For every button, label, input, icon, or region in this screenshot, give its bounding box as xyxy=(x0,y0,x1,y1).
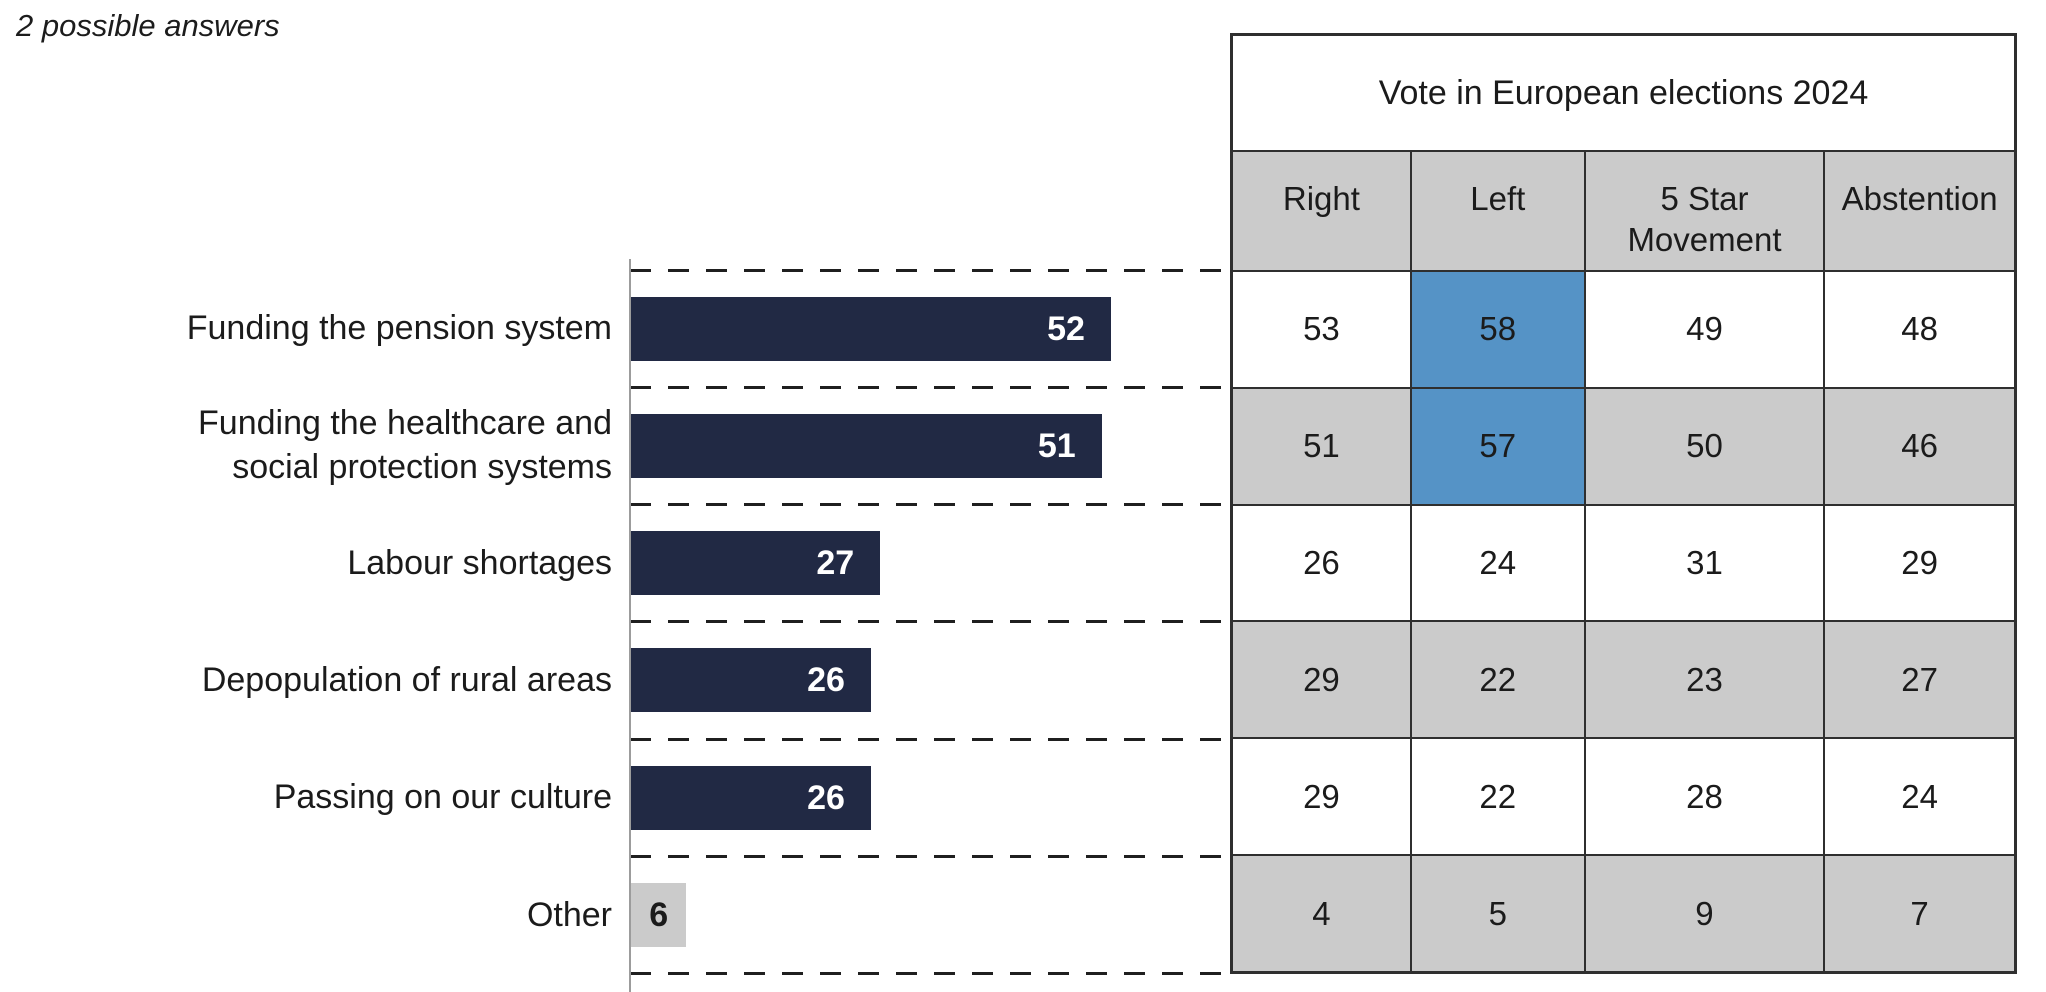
table-cell: 27 xyxy=(1825,622,2014,738)
table-cell: 31 xyxy=(1585,505,1826,621)
table-cell: 22 xyxy=(1411,739,1586,855)
table-cell: 51 xyxy=(1233,388,1412,504)
table-header-row: Right Left 5 Star Movement Abstention xyxy=(1233,152,2014,272)
table-header-text: Abstention xyxy=(1841,180,1998,217)
category-band: Other 6 xyxy=(0,857,1230,974)
dashed-gridline xyxy=(630,620,1231,624)
bar-chart: Funding the pension system 52 Funding the … xyxy=(0,270,1230,974)
table-cell: 46 xyxy=(1825,388,2014,504)
table-body: 53 58 49 48 51 57 50 46 26 24 31 29 29 22 23 27 29 22 28 24… xyxy=(1233,272,2014,971)
table-cell: 29 xyxy=(1233,622,1412,738)
table-cell: 29 xyxy=(1825,505,2014,621)
category-label: Other xyxy=(0,857,612,974)
table-row: 26 24 31 29 xyxy=(1233,505,2014,623)
table-cell: 22 xyxy=(1411,622,1586,738)
table-row: 53 58 49 48 xyxy=(1233,272,2014,389)
category-band: Funding the pension system 52 xyxy=(0,270,1230,387)
bar: 51 xyxy=(631,413,1102,478)
table-cell: 50 xyxy=(1585,388,1826,504)
table-header-text: Left xyxy=(1470,180,1526,217)
dashed-gridline xyxy=(630,268,1231,272)
bar-value-label: 27 xyxy=(816,544,855,583)
table-cell: 24 xyxy=(1825,739,2014,855)
table-cell: 29 xyxy=(1233,739,1412,855)
table-cell: 28 xyxy=(1585,739,1826,855)
table-cell: 48 xyxy=(1825,272,2014,387)
category-label-text: Funding the healthcare and social protec… xyxy=(198,404,612,486)
category-band: Passing on our culture 26 xyxy=(0,739,1230,856)
category-label: Passing on our culture xyxy=(0,739,612,856)
table-row: 29 22 28 24 xyxy=(1233,739,2014,857)
category-label: Funding the pension system xyxy=(0,270,612,387)
y-axis-line xyxy=(629,259,631,992)
table-row: 51 57 50 46 xyxy=(1233,388,2014,506)
category-band: Depopulation of rural areas 26 xyxy=(0,622,1230,739)
category-label-text: Passing on our culture xyxy=(273,778,612,817)
table-cell: 57 xyxy=(1411,388,1586,504)
category-label-text: Labour shortages xyxy=(347,543,612,582)
dashed-gridline xyxy=(630,737,1231,741)
category-label: Funding the healthcare and social protec… xyxy=(0,387,612,504)
table-cell: 9 xyxy=(1585,856,1826,971)
dashed-gridline xyxy=(630,855,1231,859)
table-cell: 5 xyxy=(1411,856,1586,971)
table-header-cell: 5 Star Movement xyxy=(1585,152,1826,270)
bar-value-label: 51 xyxy=(1037,426,1076,465)
bar-value-label: 26 xyxy=(807,661,845,700)
table-cell: 23 xyxy=(1585,622,1826,738)
bar: 52 xyxy=(631,296,1111,361)
chart-note: 2 possible answers xyxy=(16,8,280,43)
bar: 27 xyxy=(631,531,881,596)
table-cell: 26 xyxy=(1233,505,1412,621)
bar-value-label: 26 xyxy=(807,778,845,817)
vote-table: Vote in European elections 2024 Right Lef… xyxy=(1230,33,2017,974)
dashed-gridline xyxy=(630,972,1231,976)
table-header-cell: Right xyxy=(1233,152,1412,270)
table-header-text: 5 Star Movement xyxy=(1627,180,1782,258)
table-cell: 24 xyxy=(1411,505,1586,621)
category-label-text: Funding the pension system xyxy=(186,308,612,347)
table-cell: 58 xyxy=(1411,272,1586,387)
dashed-gridline xyxy=(630,385,1231,389)
category-band: Labour shortages 27 xyxy=(0,505,1230,622)
category-label: Depopulation of rural areas xyxy=(0,622,612,739)
category-band: Funding the healthcare and social protec… xyxy=(0,387,1230,504)
bar: 26 xyxy=(631,765,871,830)
table-title: Vote in European elections 2024 xyxy=(1233,36,2014,152)
table-cell: 4 xyxy=(1233,856,1412,971)
category-label: Labour shortages xyxy=(0,505,612,622)
table-header-text: Right xyxy=(1282,180,1360,217)
table-header-cell: Abstention xyxy=(1825,152,2014,270)
table-cell: 7 xyxy=(1825,856,2014,971)
bar: 26 xyxy=(631,648,871,713)
table-row: 29 22 23 27 xyxy=(1233,622,2014,740)
category-label-text: Depopulation of rural areas xyxy=(201,660,612,699)
bar-value-label: 52 xyxy=(1047,309,1085,348)
category-label-text: Other xyxy=(526,895,612,934)
bar: 6 xyxy=(631,883,687,948)
dashed-gridline xyxy=(630,503,1231,507)
bar-value-label: 6 xyxy=(649,896,669,935)
table-header-cell: Left xyxy=(1411,152,1586,270)
table-cell: 53 xyxy=(1233,272,1412,387)
table-cell: 49 xyxy=(1585,272,1826,387)
